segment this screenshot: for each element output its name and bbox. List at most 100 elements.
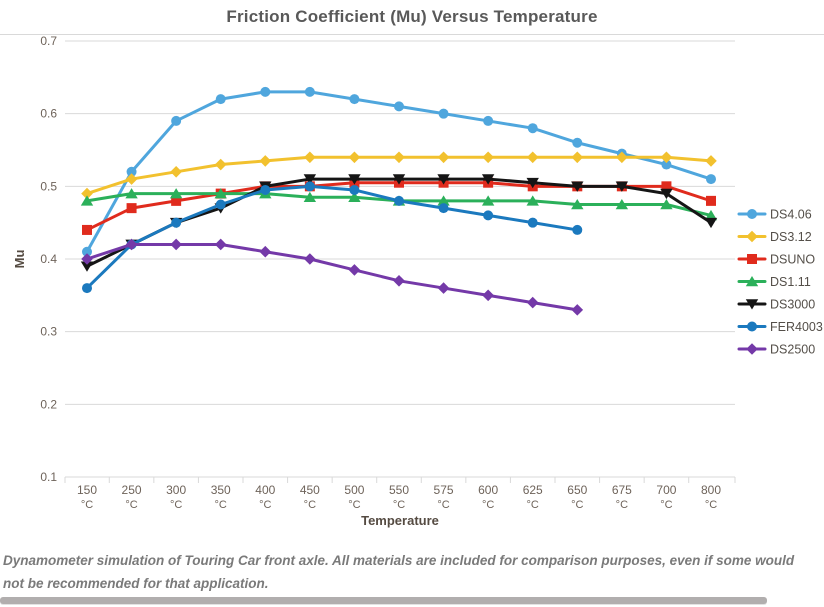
data-point-DS3.12-675[interactable] [616, 151, 628, 164]
legend-label-FER4003: FER4003 [770, 320, 823, 334]
data-point-FER4003-400[interactable] [260, 184, 271, 195]
legend-item-DS1.11[interactable]: DS1.11 [737, 275, 811, 289]
data-point-DS2500-400[interactable] [259, 245, 272, 258]
data-point-DS1.11-625[interactable] [526, 195, 539, 206]
data-point-DS2500-150[interactable] [81, 253, 93, 265]
data-point-DS3000-500[interactable] [348, 174, 361, 185]
data-point-FER4003-575[interactable] [438, 203, 449, 214]
data-point-DS4.06-500[interactable] [349, 94, 360, 105]
data-point-DS4.06-700[interactable] [661, 159, 672, 170]
data-point-DS4.06-350[interactable] [215, 94, 226, 105]
data-point-DS2500-450[interactable] [304, 253, 316, 265]
legend-item-DS3.12[interactable]: DS3.12 [737, 230, 812, 244]
data-point-DS3000-150[interactable] [80, 261, 94, 272]
legend-marker-DSUNO[interactable] [747, 254, 757, 264]
data-point-DS2500-350[interactable] [214, 238, 227, 251]
data-point-DS3.12-300[interactable] [170, 166, 182, 178]
data-point-DS4.06-625[interactable] [527, 123, 538, 134]
data-point-DS3.12-500[interactable] [348, 151, 361, 164]
data-point-DS3.12-250[interactable] [125, 173, 138, 185]
data-point-FER4003-150[interactable] [82, 283, 92, 294]
data-point-DS1.11-450[interactable] [303, 191, 317, 203]
data-point-DS4.06-575[interactable] [438, 108, 449, 119]
data-point-DS3000-675[interactable] [615, 181, 629, 192]
data-point-DS2500-600[interactable] [482, 289, 494, 302]
data-point-DS3.12-600[interactable] [482, 151, 494, 164]
legend-marker-DS2500[interactable] [746, 343, 758, 355]
legend-marker-DS1.11[interactable] [745, 276, 759, 287]
data-point-DS4.06-400[interactable] [260, 86, 271, 97]
data-point-DS3000-600[interactable] [481, 174, 495, 185]
data-point-DS3.12-150[interactable] [81, 187, 93, 200]
chart-title: Friction Coefficient (Mu) Versus Tempera… [226, 7, 598, 26]
data-point-DS3000-625[interactable] [526, 177, 539, 189]
data-point-FER4003-300[interactable] [171, 217, 182, 228]
data-point-DS1.11-650[interactable] [571, 199, 584, 210]
legend-marker-DS4.06[interactable] [747, 209, 757, 219]
data-point-DS3000-800[interactable] [704, 217, 718, 229]
legend-marker-FER4003[interactable] [747, 321, 757, 332]
data-point-FER4003-550[interactable] [394, 195, 404, 206]
data-point-DS3000-700[interactable] [660, 188, 673, 200]
legend-item-DS4.06[interactable]: DS4.06 [737, 208, 812, 222]
data-point-DS4.06-300[interactable] [171, 115, 182, 126]
data-point-FER4003-350[interactable] [215, 199, 226, 210]
data-point-DS4.06-450[interactable] [304, 86, 315, 97]
data-point-FER4003-650[interactable] [572, 224, 583, 235]
data-point-DS1.11-700[interactable] [660, 199, 673, 210]
legend-label-DS4.06: DS4.06 [770, 208, 812, 222]
data-point-DS1.11-575[interactable] [437, 195, 450, 206]
data-point-DS3.12-800[interactable] [705, 155, 717, 167]
data-point-FER4003-500[interactable] [349, 184, 360, 195]
data-point-DS2500-575[interactable] [437, 282, 450, 294]
data-point-DS2500-625[interactable] [526, 296, 539, 309]
data-point-DS3.12-450[interactable] [304, 151, 316, 164]
data-point-DS1.11-150[interactable] [80, 195, 94, 206]
data-point-DS3.12-700[interactable] [660, 151, 673, 164]
data-point-DS2500-550[interactable] [393, 275, 405, 287]
data-point-DS3.12-650[interactable] [571, 151, 584, 164]
legend-item-DS2500[interactable]: DS2500 [737, 343, 815, 357]
data-point-DS3000-450[interactable] [303, 174, 317, 185]
data-point-DS3000-550[interactable] [392, 174, 406, 185]
data-point-DS3000-650[interactable] [571, 181, 584, 192]
data-point-DS1.11-675[interactable] [615, 199, 629, 210]
data-point-DS1.11-500[interactable] [348, 191, 361, 203]
data-point-DS1.11-800[interactable] [704, 209, 718, 221]
data-point-DS1.11-250[interactable] [125, 188, 138, 199]
legend-item-DSUNO[interactable]: DSUNO [737, 253, 815, 267]
data-point-DS2500-650[interactable] [571, 304, 584, 316]
legend-item-DS3000[interactable]: DS3000 [737, 298, 815, 312]
data-point-DSUNO-250[interactable] [126, 203, 137, 214]
data-point-FER4003-450[interactable] [304, 181, 315, 192]
data-point-DS4.06-600[interactable] [483, 115, 494, 126]
data-point-DSUNO-800[interactable] [706, 195, 716, 206]
legend-marker-DS3.12[interactable] [746, 230, 758, 243]
data-point-DS4.06-650[interactable] [572, 137, 583, 148]
data-point-DS3.12-400[interactable] [259, 155, 272, 167]
data-point-DS3.12-350[interactable] [214, 158, 227, 171]
data-point-DS2500-300[interactable] [170, 238, 182, 251]
data-point-DS4.06-250[interactable] [126, 166, 137, 177]
data-point-FER4003-625[interactable] [527, 217, 538, 228]
data-point-DS1.11-600[interactable] [481, 195, 495, 206]
data-point-DSUNO-700[interactable] [661, 181, 672, 192]
data-point-DS1.11-300[interactable] [169, 188, 183, 199]
data-point-DSUNO-300[interactable] [171, 195, 182, 206]
legend-item-FER4003[interactable]: FER4003 [737, 320, 823, 334]
legend-marker-DS3000[interactable] [745, 299, 759, 310]
data-point-DS4.06-800[interactable] [706, 174, 716, 185]
horizontal-scrollbar[interactable] [0, 597, 767, 604]
data-point-DS2500-500[interactable] [348, 264, 361, 276]
data-point-DS3.12-625[interactable] [526, 151, 539, 164]
data-point-DSUNO-150[interactable] [82, 224, 92, 235]
data-point-DS3.12-550[interactable] [393, 151, 405, 164]
data-point-DS4.06-550[interactable] [394, 101, 404, 112]
data-point-DS1.11-350[interactable] [214, 188, 227, 199]
data-point-DS3000-575[interactable] [437, 174, 450, 185]
data-point-DS3.12-575[interactable] [437, 151, 450, 164]
data-point-DS2500-250[interactable] [125, 238, 138, 251]
svg-text:°C: °C [482, 499, 494, 511]
data-point-FER4003-600[interactable] [483, 210, 494, 221]
data-point-DS4.06-150[interactable] [82, 246, 92, 257]
